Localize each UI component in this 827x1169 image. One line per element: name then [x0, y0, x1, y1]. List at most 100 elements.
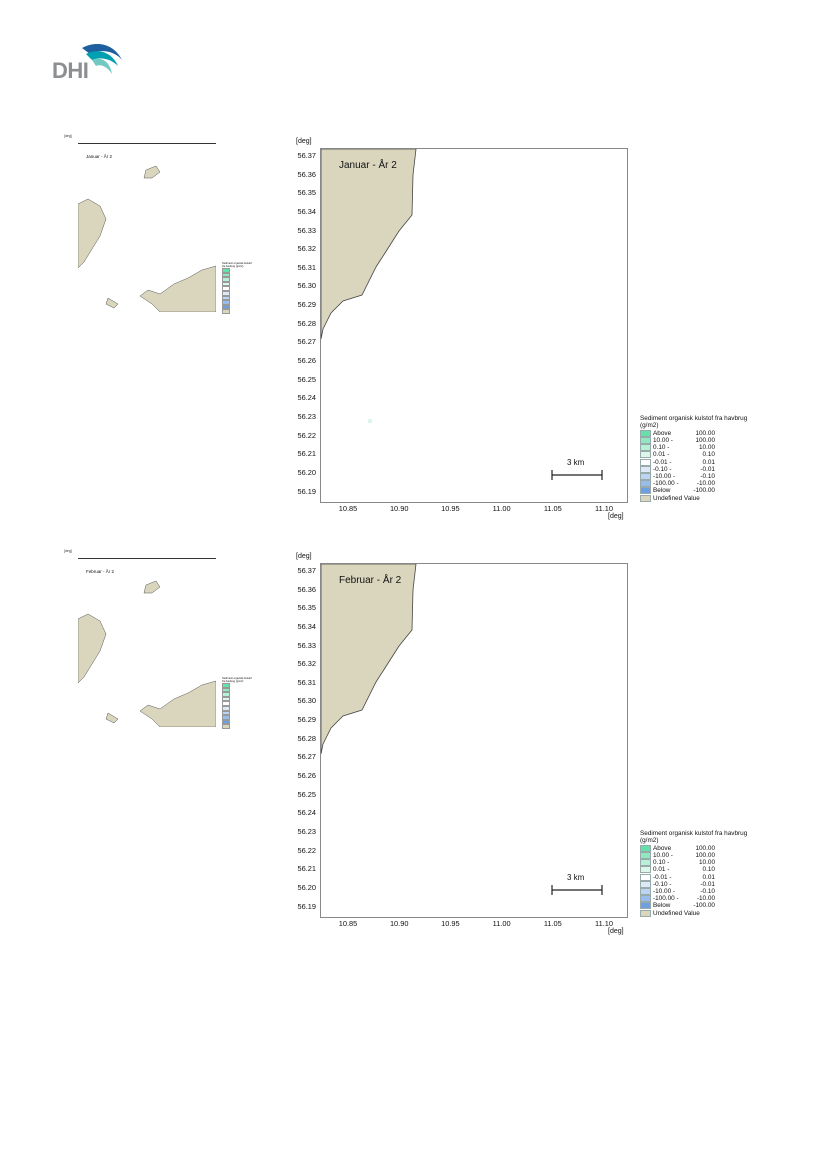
y-tick-label: 56.20: [297, 467, 317, 477]
y-tick-label: 56.29: [297, 715, 317, 725]
map-title: Januar - År 2: [339, 160, 397, 171]
y-tick-label: 56.27: [297, 337, 317, 347]
legend-swatch: [640, 480, 651, 488]
legend-label: -0.10 -: [653, 465, 672, 473]
legend-value: -10.00: [696, 895, 715, 903]
y-tick-label: 56.31: [297, 262, 317, 272]
x-tick-label: 10.90: [389, 919, 409, 928]
y-tick-label: 56.30: [297, 696, 317, 706]
legend-value: 0.01: [702, 458, 715, 466]
legend-swatch: [640, 873, 651, 881]
legend-item: Above 100.00: [640, 844, 750, 852]
x-tick-label: 11.10: [595, 504, 613, 513]
map-title: Februar - År 2: [339, 575, 402, 586]
overview-land: [78, 165, 216, 312]
y-tick-label: 56.20: [297, 882, 317, 892]
legend-swatch: [640, 437, 651, 445]
legend-item: 10.00 - 100.00: [640, 852, 750, 860]
concentration-spot: [368, 419, 372, 423]
map-plot: Februar - År 2: [320, 563, 628, 918]
y-tick-label: 56.33: [297, 225, 317, 235]
y-tick-label: 56.24: [297, 393, 317, 403]
map-plot: Januar - År 2: [320, 148, 628, 503]
x-tick-label: 10.85: [338, 504, 358, 513]
overview-title: Februar - År 2: [86, 569, 115, 574]
y-tick-label: 56.36: [297, 169, 317, 179]
logo-text: DHI: [52, 58, 89, 83]
legend-label: -10.00 -: [653, 473, 676, 481]
legend-item: Undefined Value: [640, 909, 750, 917]
y-tick-label: 56.34: [297, 621, 317, 631]
legend-swatch: [640, 494, 651, 502]
y-tick-label: 56.32: [297, 244, 317, 254]
legend-value: -0.10: [700, 888, 715, 896]
legend-value: -10.00: [696, 480, 715, 488]
legend-item: -0.10 - -0.01: [640, 465, 750, 473]
legend-label: Below: [653, 487, 671, 495]
legend-value: 100.00: [695, 429, 715, 437]
y-tick-label: 56.25: [297, 374, 317, 384]
y-tick-label: 56.28: [297, 733, 317, 743]
y-tick-label: 56.34: [297, 206, 317, 216]
y-tick-label: 56.24: [297, 808, 317, 818]
legend-item: 0.10 - 10.00: [640, 444, 750, 452]
legend-label: Below: [653, 902, 671, 910]
legend-swatch: [640, 880, 651, 888]
overview-legend-title: Sediment organisk kulstof: [222, 262, 252, 265]
legend-rows: Above 100.00 10.00 -100.00 0.10 -10.00 0.01 …: [640, 844, 750, 917]
legend-swatch: [640, 909, 651, 917]
y-tick-label: 56.30: [297, 281, 317, 291]
legend-value: 0.10: [702, 451, 715, 459]
overview-plot: Januar - År 2: [78, 143, 216, 312]
x-tick-label: 11.00: [492, 504, 511, 513]
x-axis-unit: [deg]: [608, 928, 624, 935]
legend-item: 10.00 - 100.00: [640, 437, 750, 445]
legend-title: Sediment organisk kulstof fra havbrug (g…: [640, 830, 748, 845]
legend-swatch: [640, 451, 651, 459]
y-tick-label: 56.26: [297, 356, 317, 366]
legend-value: 100.00: [695, 844, 715, 852]
legend: Sediment organisk kulstof fra havbrug (g…: [640, 830, 750, 917]
legend-swatch: [640, 895, 651, 903]
legend-item: -100.00 - -10.00: [640, 480, 750, 488]
legend-label: 0.10 -: [653, 444, 670, 452]
legend-swatch: [640, 473, 651, 481]
legend-swatch: [640, 844, 651, 852]
figure-january: [deg] Januar - År 2 Sediment organisk ku…: [0, 134, 827, 548]
y-tick-label: 56.33: [297, 640, 317, 650]
legend-swatch: [640, 465, 651, 473]
legend-rows: Above 100.00 10.00 -100.00 0.10 -10.00 0.01 …: [640, 429, 750, 502]
legend-item: Below -100.00: [640, 902, 750, 910]
legend-item: Above 100.00: [640, 429, 750, 437]
x-tick-label: 11.10: [595, 919, 613, 928]
legend-label: -0.10 -: [653, 880, 672, 888]
legend-value: 0.01: [702, 873, 715, 881]
legend-item: -10.00 - -0.10: [640, 888, 750, 896]
main-map-panel: [deg] Januar - År 2 56.37 56.36 56.35 56.34…: [282, 138, 632, 528]
legend-label: -100.00 -: [653, 480, 679, 488]
legend-item: -0.01 - 0.01: [640, 873, 750, 881]
legend-item: -10.00 - -0.10: [640, 473, 750, 481]
legend-label: -100.00 -: [653, 895, 679, 903]
x-tick-label: 11.05: [543, 504, 562, 513]
legend-value: 10.00: [699, 444, 715, 452]
y-tick-label: 56.22: [297, 430, 317, 440]
y-tick-label: 56.35: [297, 603, 317, 613]
legend-swatch: [640, 888, 651, 896]
y-tick-label: 56.29: [297, 300, 317, 310]
legend-item: Undefined Value: [640, 494, 750, 502]
legend-title: Sediment organisk kulstof fra havbrug (g…: [640, 415, 748, 430]
overview-map: [deg] Februar - År 2 Sediment organisk k…: [64, 549, 252, 743]
y-tick-label: 56.28: [297, 318, 317, 328]
legend-item: -100.00 - -10.00: [640, 895, 750, 903]
y-tick-label: 56.37: [297, 151, 317, 160]
y-tick-label: 56.35: [297, 188, 317, 198]
y-tick-label: 56.27: [297, 752, 317, 762]
y-tick-label: 56.32: [297, 659, 317, 669]
dhi-wave-logo-icon: [82, 44, 122, 74]
legend-value: -0.01: [700, 880, 715, 888]
y-tick-label: 56.19: [297, 486, 317, 496]
legend-label: 10.00 -: [653, 437, 673, 445]
y-tick-label: 56.19: [297, 901, 317, 911]
y-tick-label: 56.36: [297, 584, 317, 594]
